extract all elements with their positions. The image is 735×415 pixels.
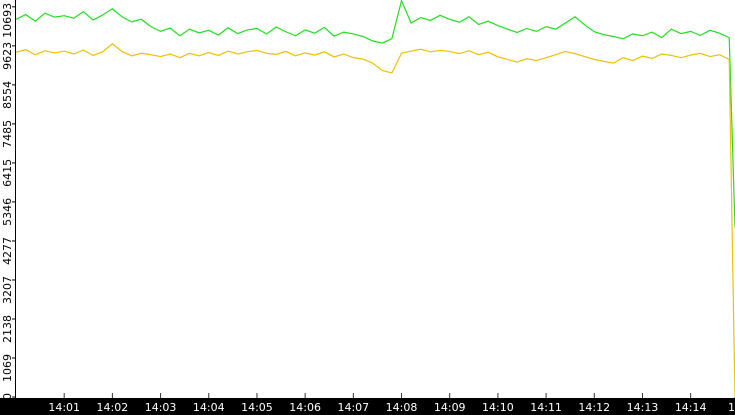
y-tick-label: 8554	[1, 81, 14, 109]
y-tick-label: 2138	[1, 315, 14, 343]
x-tick-label: 14:09	[434, 401, 466, 414]
x-tick-label: 14:08	[386, 401, 418, 414]
y-tick-label: 0	[1, 393, 14, 400]
x-tick-label: 14	[728, 401, 735, 414]
x-tick-label: 14:02	[97, 401, 129, 414]
x-tick-label: 14:13	[627, 401, 659, 414]
y-tick-label: 7485	[1, 120, 14, 148]
x-axis-band	[0, 398, 735, 415]
y-tick-label: 9623	[1, 42, 14, 70]
y-tick-label: 3207	[1, 276, 14, 304]
x-tick-label: 14:11	[530, 401, 562, 414]
x-tick-label: 14:01	[48, 401, 80, 414]
y-tick-label: 10693	[1, 3, 14, 38]
x-tick-label: 14:05	[241, 401, 273, 414]
x-tick-label: 14:12	[578, 401, 610, 414]
y-tick-label: 6415	[1, 159, 14, 187]
y-tick-label: 4277	[1, 237, 14, 265]
x-tick-label: 14:06	[289, 401, 321, 414]
x-tick-label: 14:04	[193, 401, 225, 414]
x-tick-label: 14:10	[482, 401, 514, 414]
y-tick-label: 5346	[1, 198, 14, 226]
x-tick-label: 14:03	[145, 401, 177, 414]
series-line	[15, 43, 735, 398]
y-tick-label: 1069	[1, 354, 14, 382]
series-line	[15, 0, 735, 228]
x-tick-label: 14:07	[337, 401, 369, 414]
x-tick-label: 14:14	[675, 401, 707, 414]
